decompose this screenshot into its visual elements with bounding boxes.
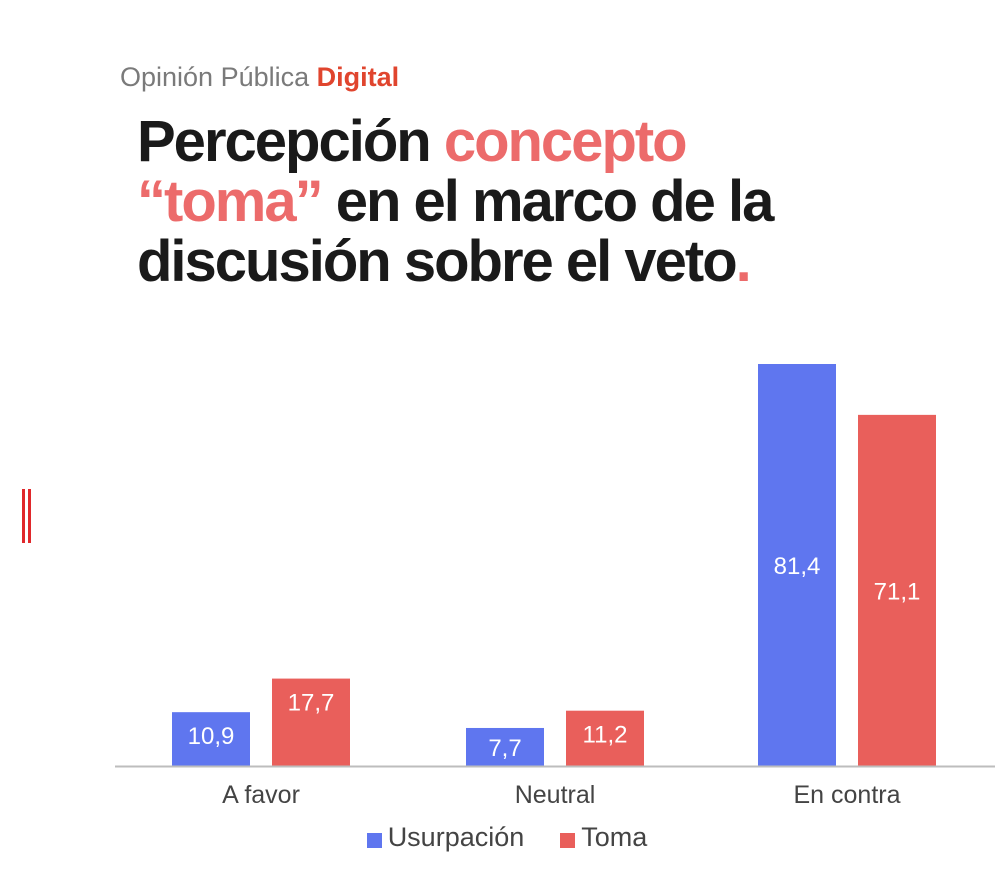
legend-item-usurpacion: Usurpación [366,822,525,853]
x-tick-label: A favor [222,781,300,809]
title-period: . [735,229,752,294]
legend-label: Toma [581,822,648,852]
x-tick-label: En contra [793,781,900,809]
legend-swatch-toma [560,833,576,848]
legend: Usurpación Toma [0,822,1000,853]
brand-prefix: Opinión Pública [120,62,310,92]
data-label: 7,7 [488,735,521,762]
bar-usurpacin-2 [758,364,836,766]
title-part: Percepción [137,109,444,174]
legend-swatch-usurpacion [366,833,382,848]
bar-toma-2 [858,414,936,766]
brand-accent: Digital [316,62,400,92]
title-part-highlight: “toma” [137,169,324,234]
bar-toma-1 [566,710,644,766]
bar-toma-0 [272,678,350,766]
brand-header: Opinión Pública Digital [120,62,399,93]
bar-usurpacin-0 [172,712,250,766]
data-label: 81,4 [774,553,821,580]
legend-label: Usurpación [387,822,525,852]
legend-item-toma: Toma [560,822,647,853]
data-label: 17,7 [288,690,335,717]
title-part: en el marco de la discusión sobre el vet… [137,169,774,294]
page-title: Percepción concepto “toma” en el marco d… [137,112,857,292]
x-tick-label: Neutral [515,781,596,809]
bar-usurpacin-1 [466,727,544,766]
data-label: 71,1 [874,578,921,605]
pause-marker-icon [22,489,32,543]
data-label: 11,2 [583,722,628,749]
title-part-highlight: concepto [443,109,688,174]
data-label: 10,9 [188,723,235,750]
